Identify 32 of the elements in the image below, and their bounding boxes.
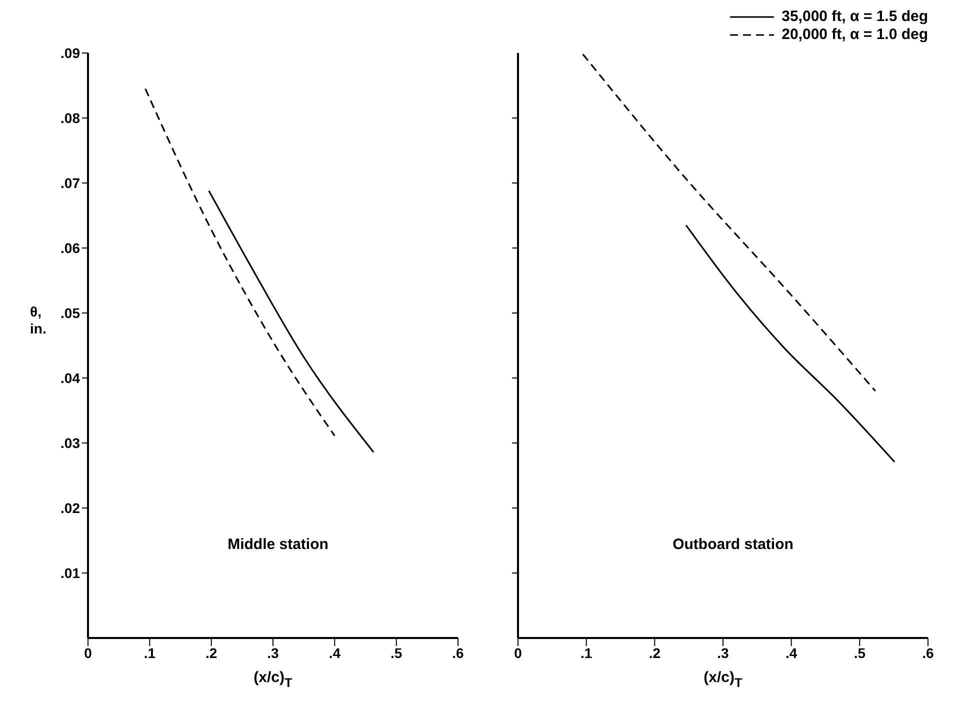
- line-series: [208, 190, 374, 453]
- line-series: [144, 88, 336, 437]
- y-tick-label: .08: [60, 110, 80, 126]
- x-tick-label: .4: [785, 644, 798, 661]
- y-tick-label: .03: [60, 434, 80, 451]
- y-axis-title: θ, in.: [30, 303, 46, 336]
- x-tick-label: .5: [854, 644, 866, 661]
- x-tick-label: .1: [580, 644, 592, 661]
- annotation: Outboard station: [672, 536, 794, 553]
- y-tick-label: .04: [60, 370, 80, 386]
- y-tick-label: .01: [60, 564, 80, 581]
- x-tick-label: 0: [514, 644, 522, 661]
- x-tick-label: .2: [205, 644, 218, 661]
- x-tick-label: .4: [328, 644, 341, 661]
- y-tick-label: .02: [60, 500, 80, 516]
- y-tick-label: .06: [60, 240, 80, 256]
- x-tick-label: 0: [84, 644, 92, 661]
- legend-label: 20,000 ft, α = 1.0 deg: [782, 26, 928, 44]
- x-tick-label: .1: [144, 644, 156, 661]
- legend-label: 35,000 ft, α = 1.5 deg: [782, 8, 928, 26]
- x-axis-title: (x/c)$_{T}$: [254, 669, 293, 690]
- y-tick-label: .09: [60, 44, 80, 61]
- x-tick-label: .3: [717, 644, 730, 661]
- x-tick-label: .2: [648, 644, 661, 661]
- x-axis-title: (x/c)$_{T}$: [704, 669, 743, 690]
- x-tick-label: .3: [267, 644, 280, 661]
- y-tick-label: .07: [60, 174, 80, 191]
- x-tick-label: .6: [452, 644, 464, 661]
- x-tick-label: .5: [390, 644, 402, 661]
- x-tick-label: .6: [922, 644, 934, 661]
- y-tick-label: .05: [60, 304, 80, 321]
- annotation: Middle station: [226, 536, 330, 553]
